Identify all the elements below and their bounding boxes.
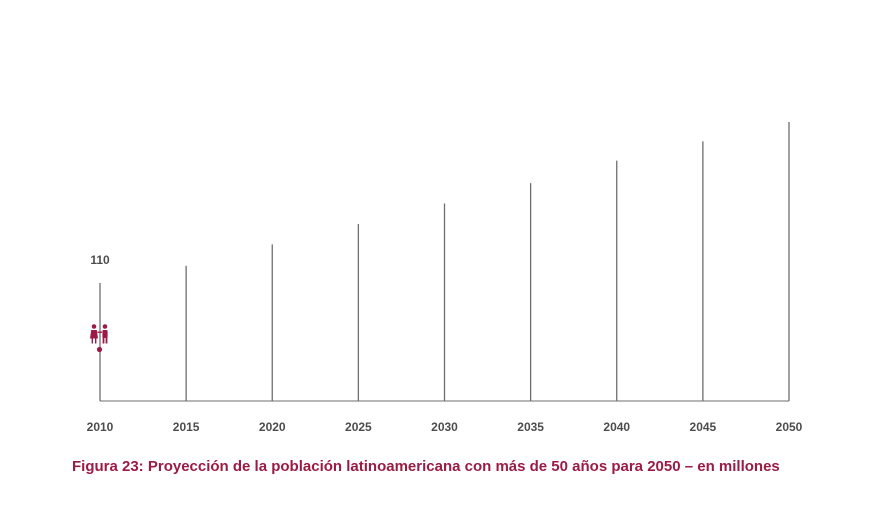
data-labels-group: 110 (90, 253, 110, 267)
people-icon (90, 324, 108, 353)
x-tick-label-2045: 2045 (690, 420, 717, 434)
x-tick-label-2030: 2030 (431, 420, 458, 434)
x-tick-label-2010: 2010 (87, 420, 114, 434)
x-tick-label-2050: 2050 (776, 420, 803, 434)
figure-caption: Figura 23: Proyección de la población la… (72, 458, 780, 475)
x-tick-label-2035: 2035 (517, 420, 544, 434)
x-tick-label-2025: 2025 (345, 420, 372, 434)
bars-group (99, 122, 790, 402)
data-label-2010: 110 (90, 253, 110, 267)
x-tick-label-2020: 2020 (259, 420, 286, 434)
tick-labels-group: 2010 2015 2020 2025 2030 2035 2040 2045 2050 (87, 420, 803, 434)
x-tick-label-2015: 2015 (173, 420, 200, 434)
x-tick-label-2040: 2040 (603, 420, 630, 434)
